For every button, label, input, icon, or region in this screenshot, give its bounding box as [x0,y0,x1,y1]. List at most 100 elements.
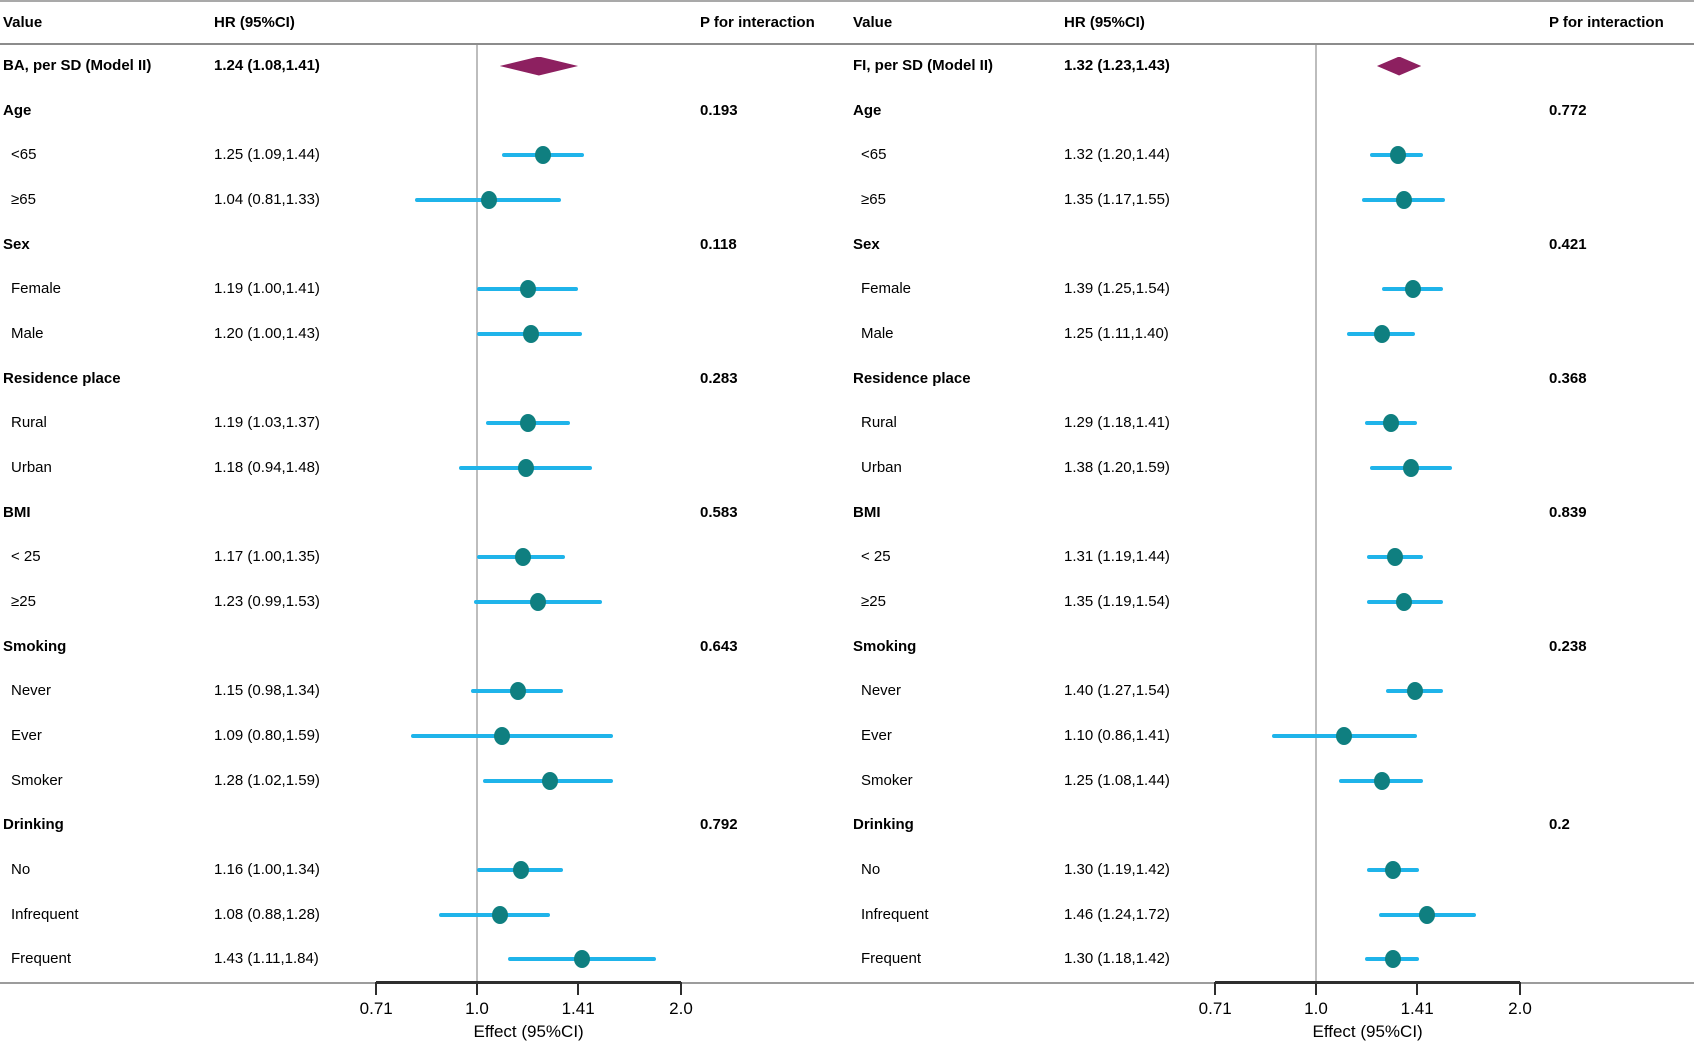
hr-ci-value: 1.25 (1.08,1.44) [1064,771,1170,789]
point-estimate-marker [522,325,539,344]
x-axis-tick-label: 2.0 [1508,999,1532,1018]
x-axis-tick [1519,982,1521,995]
group-label: Sex [3,235,30,253]
subgroup-label: < 25 [11,548,41,566]
summary-diamond [1376,56,1422,76]
hr-ci-value: 1.10 (0.86,1.41) [1064,727,1170,745]
point-estimate-marker [1407,682,1424,701]
x-axis-title: Effect (95%CI) [473,1022,584,1041]
p-interaction-value: 0.238 [1549,637,1587,655]
point-estimate-marker [480,191,497,209]
point-estimate-marker [494,727,511,746]
hr-ci-value: 1.23 (0.99,1.53) [214,593,320,611]
hr-ci-value: 1.30 (1.19,1.42) [1064,861,1170,879]
x-axis-tick [476,982,478,995]
point-estimate-marker [1389,146,1406,165]
point-estimate-marker [1382,414,1399,433]
hr-ci-value: 1.30 (1.18,1.42) [1064,950,1170,968]
column-header-value: Value [853,14,893,31]
p-interaction-value: 0.118 [700,235,737,253]
x-axis-tick [577,982,580,995]
column-header-p-interaction: P for interaction [1549,14,1664,31]
x-axis-title: Effect (95%CI) [1312,1022,1423,1041]
hr-ci-value: 1.46 (1.24,1.72) [1064,905,1170,923]
hr-ci-value: 1.35 (1.19,1.54) [1064,593,1170,611]
group-label: Drinking [3,816,64,834]
x-axis-tick [1315,982,1317,995]
point-estimate-marker [517,459,534,478]
point-estimate-marker [1404,280,1421,299]
subgroup-label: Infrequent [861,905,929,923]
confidence-interval-line [411,734,614,739]
p-interaction-value: 0.839 [1549,503,1587,521]
point-estimate-marker [512,861,529,880]
x-axis-tick [680,982,682,995]
point-estimate-marker [515,548,532,567]
subgroup-label: Urban [11,459,52,477]
point-estimate-marker [1385,861,1402,880]
p-interaction-value: 0.421 [1549,235,1587,253]
point-estimate-marker [534,146,551,165]
p-interaction-value: 0.583 [700,503,738,521]
x-axis-line [1215,981,1520,984]
group-label: Drinking [853,816,914,834]
point-estimate-marker [520,414,537,433]
x-axis-tick-label: 1.41 [561,999,595,1018]
hr-ci-value: 1.31 (1.19,1.44) [1064,548,1170,566]
summary-hr-value: 1.32 (1.23,1.43) [1064,57,1170,74]
x-axis-line [376,981,681,984]
hr-ci-value: 1.39 (1.25,1.54) [1064,280,1170,298]
column-header-hr: HR (95%CI) [1064,14,1145,31]
hr-ci-value: 1.08 (0.88,1.28) [214,905,320,923]
point-estimate-marker [520,280,537,299]
subgroup-label: Male [11,325,44,343]
group-label: Sex [853,235,880,253]
x-axis-tick-label: 0.71 [359,999,393,1018]
hr-ci-value: 1.38 (1.20,1.59) [1064,459,1170,477]
point-estimate-marker [541,771,558,790]
subgroup-label: ≥65 [861,191,886,208]
point-estimate-marker [1396,593,1413,612]
group-label: Residence place [3,369,121,387]
p-interaction-value: 0.643 [700,637,738,655]
hr-ci-value: 1.19 (1.00,1.41) [214,280,320,298]
reference-line [476,45,478,982]
group-label: Smoking [3,637,67,655]
hr-ci-value: 1.35 (1.17,1.55) [1064,191,1170,208]
group-label: BMI [3,503,31,521]
point-estimate-marker [491,905,508,924]
subgroup-label: Urban [861,459,902,477]
p-interaction-value: 0.2 [1549,816,1570,834]
summary-row-label: BA, per SD (Model II) [3,57,152,74]
point-estimate-marker [1396,191,1413,209]
point-estimate-marker [529,593,546,612]
hr-ci-value: 1.40 (1.27,1.54) [1064,682,1170,700]
subgroup-label: ≥65 [11,191,36,208]
subgroup-label: No [11,861,31,879]
point-estimate-marker [1419,905,1436,924]
hr-ci-value: 1.25 (1.09,1.44) [214,146,320,164]
top-border [0,0,1694,2]
reference-line [1315,45,1317,982]
column-header-p-interaction: P for interaction [700,14,815,31]
hr-ci-value: 1.17 (1.00,1.35) [214,548,320,566]
p-interaction-value: 0.792 [700,816,738,834]
hr-ci-value: 1.04 (0.81,1.33) [214,191,320,208]
group-label: Age [853,101,882,119]
x-axis-tick-label: 2.0 [669,999,693,1018]
column-header-value: Value [3,14,43,31]
subgroup-label: Never [861,682,902,700]
group-label: BMI [853,503,881,521]
subgroup-label: Female [861,280,912,298]
x-axis-tick-label: 1.0 [1304,999,1328,1018]
hr-ci-value: 1.09 (0.80,1.59) [214,727,320,745]
point-estimate-marker [1336,727,1353,746]
subgroup-label: Frequent [11,950,72,968]
x-axis-tick-label: 1.41 [1400,999,1434,1018]
point-estimate-marker [1385,950,1402,969]
group-label: Residence place [853,369,971,387]
point-estimate-marker [574,950,591,969]
hr-ci-value: 1.25 (1.11,1.40) [1064,325,1169,343]
subgroup-label: <65 [11,146,37,164]
point-estimate-marker [510,682,527,701]
